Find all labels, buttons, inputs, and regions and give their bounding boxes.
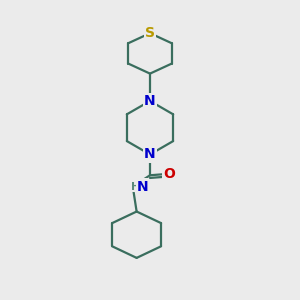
Text: N: N (137, 180, 148, 194)
Text: H: H (131, 182, 140, 192)
Text: N: N (144, 94, 156, 108)
Text: N: N (144, 148, 156, 161)
Text: O: O (164, 167, 175, 181)
Text: S: S (145, 26, 155, 40)
